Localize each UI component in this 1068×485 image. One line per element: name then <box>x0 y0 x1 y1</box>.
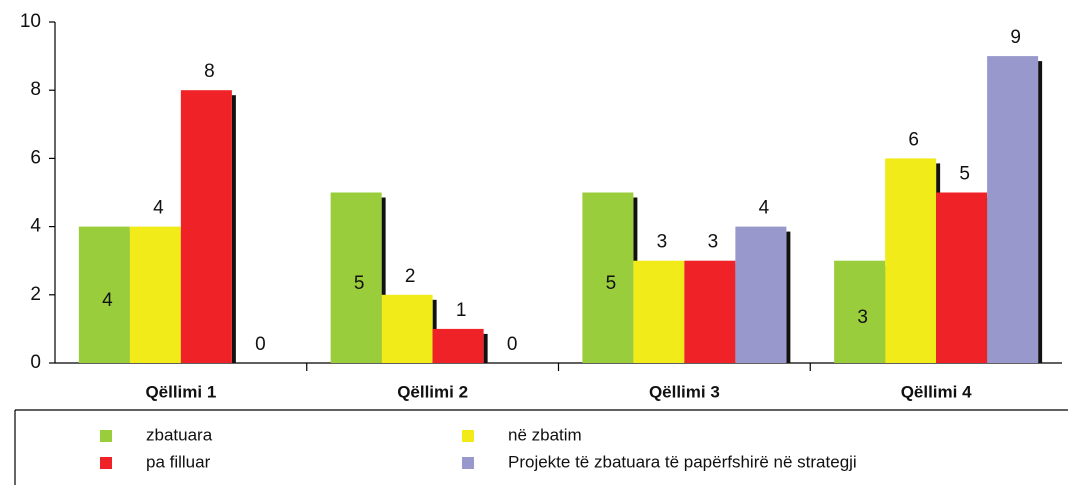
bar-shadow <box>786 231 791 363</box>
bar <box>885 158 937 363</box>
bar <box>834 260 886 363</box>
data-label: 3 <box>708 232 719 253</box>
bar-shadow <box>1038 61 1043 363</box>
bar <box>330 192 382 363</box>
data-label: 6 <box>908 129 919 150</box>
legend-label: në zbatim <box>508 425 582 444</box>
y-tick-label: 10 <box>20 11 41 32</box>
data-label: 5 <box>606 273 617 294</box>
legend-swatch <box>462 430 474 442</box>
bar-shadow <box>381 197 386 363</box>
y-tick-label: 0 <box>30 352 41 373</box>
legend-swatch <box>462 457 474 469</box>
bar <box>381 294 433 363</box>
x-tick-label: Qëllimi 4 <box>901 382 972 401</box>
bar <box>582 192 634 363</box>
y-tick-label: 8 <box>30 79 41 100</box>
legend-label: Projekte të zbatuara të papërfshirë në s… <box>508 452 857 471</box>
legend-label: zbatuara <box>146 425 213 444</box>
legend-swatch <box>100 457 112 469</box>
bar <box>684 260 736 363</box>
bar <box>129 226 181 363</box>
data-label: 1 <box>456 300 467 321</box>
data-label: 4 <box>102 290 113 311</box>
y-tick-label: 2 <box>30 284 41 305</box>
bar <box>78 226 130 363</box>
data-label: 0 <box>507 334 518 355</box>
bar-shadow <box>483 333 488 363</box>
y-tick-label: 4 <box>30 216 41 237</box>
x-tick-label: Qëllimi 3 <box>649 382 720 401</box>
data-label: 3 <box>857 307 868 328</box>
data-label: 4 <box>759 198 770 219</box>
bar <box>432 328 484 363</box>
data-label: 5 <box>959 164 970 185</box>
bar-shadow <box>231 95 236 363</box>
data-label: 5 <box>354 273 365 294</box>
data-label: 9 <box>1010 27 1021 48</box>
bar <box>936 192 988 363</box>
data-label: 3 <box>657 232 668 253</box>
bar <box>735 226 787 363</box>
data-label: 2 <box>405 266 416 287</box>
y-tick-label: 6 <box>30 147 41 168</box>
data-label: 8 <box>204 61 215 82</box>
x-tick-label: Qëllimi 1 <box>145 382 216 401</box>
data-label: 4 <box>153 198 164 219</box>
bar <box>987 56 1039 363</box>
x-tick-label: Qëllimi 2 <box>397 382 468 401</box>
legend-swatch <box>100 430 112 442</box>
bar <box>180 90 232 363</box>
data-label: 0 <box>255 334 266 355</box>
legend-label: pa filluar <box>146 452 211 471</box>
bar <box>633 260 685 363</box>
